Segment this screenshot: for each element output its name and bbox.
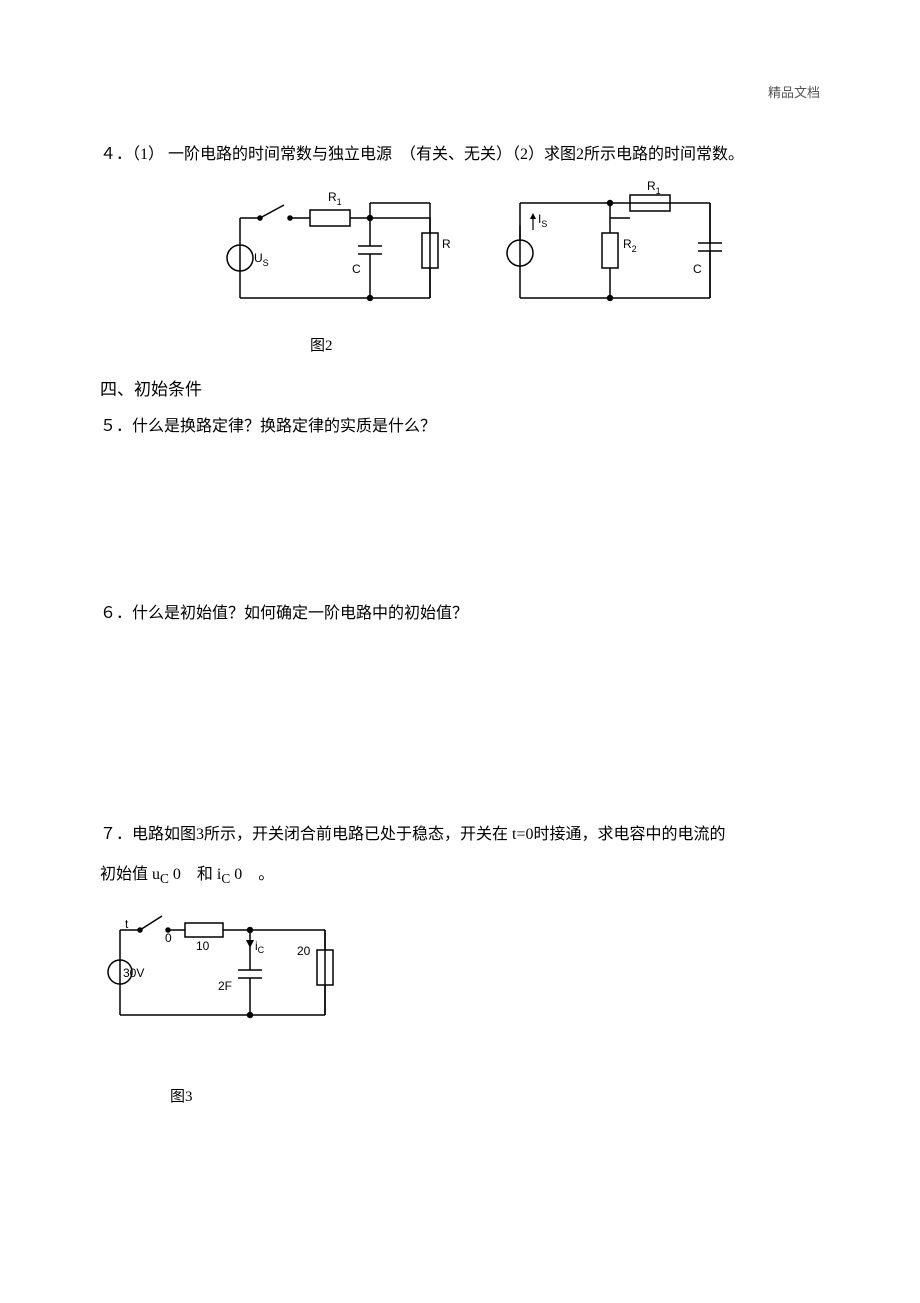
figure-3-circuit: t 0 10 20 2F 30V iC	[100, 900, 350, 1030]
q7-mid2: 0 。	[230, 866, 274, 883]
svg-text:US: US	[254, 251, 269, 268]
q7-sub2: C	[221, 872, 230, 887]
svg-text:2F: 2F	[218, 979, 232, 993]
svg-text:R1: R1	[328, 190, 342, 207]
svg-text:R1: R1	[647, 179, 661, 196]
figure-3-label: 图3	[170, 1085, 820, 1106]
svg-text:R2: R2	[442, 237, 450, 254]
section-4-heading: 四、初始条件	[100, 375, 820, 400]
svg-text:IS: IS	[538, 212, 547, 229]
header-right-label: 精品文档	[768, 82, 820, 101]
svg-text:20: 20	[297, 944, 311, 958]
page: 精品文档 ４．（1） 一阶电路的时间常数与独立电源 （有关、无关）（2）求图2所…	[0, 0, 920, 1303]
svg-text:C: C	[693, 262, 702, 276]
figure-3-wrap: t 0 10 20 2F 30V iC 图3	[100, 900, 820, 1106]
question-6-text: ６．什么是初始值？如何确定一阶电路中的初始值？	[100, 599, 820, 629]
question-5-text: ５．什么是换路定律？换路定律的实质是什么？	[100, 412, 820, 442]
question-7-line2: 初始值 uC 0 和 iC 0 。	[100, 860, 820, 892]
spacer-after-q5	[100, 451, 820, 591]
svg-text:0: 0	[165, 931, 172, 945]
q7-sub1: C	[160, 872, 169, 887]
svg-text:10: 10	[196, 939, 210, 953]
q7-mid1: 0 和 i	[169, 866, 221, 883]
q7-prefix: 初始值 u	[100, 866, 160, 883]
svg-text:iC: iC	[255, 939, 265, 955]
figure-2-label: 图2	[310, 334, 820, 355]
svg-text:30V: 30V	[123, 966, 144, 980]
figure-2-circuit-a: R1 R2 C US	[220, 178, 450, 328]
svg-text:C: C	[352, 262, 361, 276]
figure-2-circuit-b: R1 R2 C IS	[500, 178, 730, 328]
svg-text:R2: R2	[623, 237, 637, 254]
question-4-text: ４．（1） 一阶电路的时间常数与独立电源 （有关、无关）（2）求图2所示电路的时…	[100, 140, 820, 170]
spacer-after-q6	[100, 637, 820, 807]
question-7-line1: ７．电路如图3所示，开关闭合前电路已处于稳态，开关在 t=0时接通，求电容中的电…	[100, 817, 820, 852]
figure-2-row: R1 R2 C US	[220, 178, 820, 328]
svg-text:t: t	[125, 917, 129, 931]
